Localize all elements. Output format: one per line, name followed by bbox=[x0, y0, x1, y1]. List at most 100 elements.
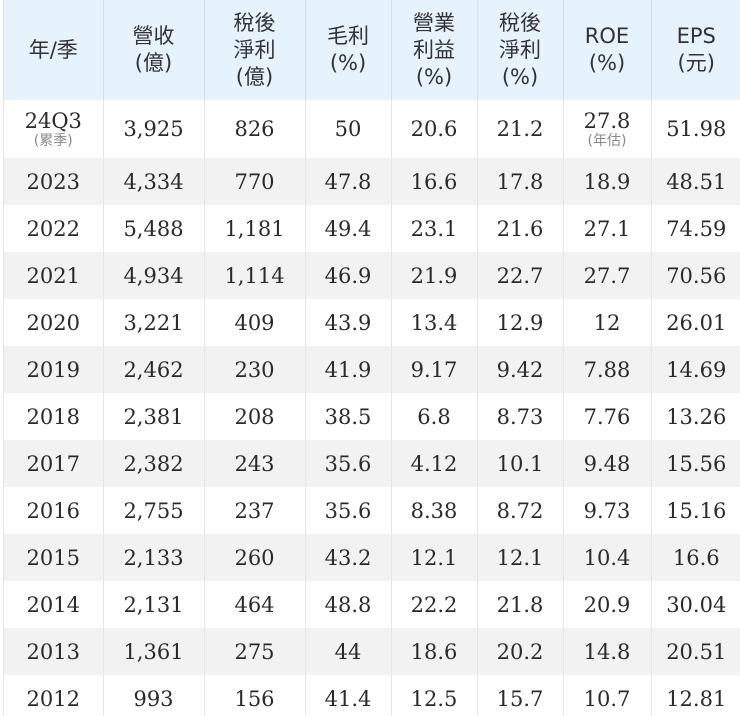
cell-period: 2012 bbox=[4, 675, 104, 716]
financial-table: 年/季 營收 (億) 稅後 淨利 (億) 毛利 (%) 營業 利益 (%) 稅後 淨利 (%) ROE (%)… bbox=[4, 0, 740, 716]
table-row: 2016 2,755 237 35.6 8.38 8.72 9.73 15.16 bbox=[4, 487, 740, 534]
cell-gross-margin: 46.9 bbox=[305, 252, 392, 299]
cell-net-income: 230 bbox=[204, 346, 306, 393]
cell-operating-margin: 23.1 bbox=[391, 205, 478, 252]
cell-roe: 9.73 bbox=[563, 487, 652, 534]
header-line: 年/季 bbox=[28, 37, 78, 62]
table-row: 2020 3,221 409 43.9 13.4 12.9 12 26.01 bbox=[4, 299, 740, 346]
cell-revenue: 2,462 bbox=[103, 346, 205, 393]
cell-net-income: 770 bbox=[204, 158, 306, 205]
table-body: 24Q3 (累季) 3,925 826 50 20.6 21.2 27.8 (年… bbox=[4, 100, 740, 716]
cell-roe: 10.4 bbox=[563, 534, 652, 581]
cell-eps: 16.6 bbox=[651, 534, 740, 581]
cell-revenue: 4,334 bbox=[103, 158, 205, 205]
header-line: 營收 bbox=[132, 24, 175, 48]
header-line: 稅後 bbox=[233, 10, 276, 35]
cell-revenue: 2,382 bbox=[103, 440, 205, 487]
cell-period: 2015 bbox=[4, 534, 104, 581]
cell-net-income: 260 bbox=[204, 534, 306, 581]
header-period: 年/季 bbox=[4, 0, 104, 100]
header-line: (%) bbox=[588, 51, 626, 75]
cell-gross-margin: 44 bbox=[305, 628, 392, 675]
cell-operating-margin: 8.38 bbox=[391, 487, 478, 534]
cell-net-margin: 12.1 bbox=[477, 534, 564, 581]
cell-roe: 27.8 (年估) bbox=[563, 100, 652, 158]
cell-gross-margin: 38.5 bbox=[305, 393, 392, 440]
table-row: 2019 2,462 230 41.9 9.17 9.42 7.88 14.69 bbox=[4, 346, 740, 393]
cell-net-income: 243 bbox=[204, 440, 306, 487]
table-row-24q3: 24Q3 (累季) 3,925 826 50 20.6 21.2 27.8 (年… bbox=[4, 100, 740, 158]
cell-eps: 15.16 bbox=[666, 498, 727, 523]
cell-net-margin: 21.8 bbox=[477, 581, 564, 628]
cell-net-income: 1,114 bbox=[204, 252, 306, 299]
table-row: 2014 2,131 464 48.8 22.2 21.8 20.9 30.04 bbox=[4, 581, 740, 628]
table-row: 2012 993 156 41.4 12.5 15.7 10.7 12.81 bbox=[4, 675, 740, 716]
header-roe: ROE (%) bbox=[563, 0, 652, 100]
header-line: (%) bbox=[329, 51, 367, 75]
cell-period: 2021 bbox=[4, 252, 104, 299]
header-net-income: 稅後 淨利 (億) bbox=[204, 0, 306, 100]
cell-revenue: 1,361 bbox=[103, 628, 205, 675]
period-note: (累季) bbox=[33, 133, 73, 149]
cell-net-margin: 17.8 bbox=[477, 158, 564, 205]
cell-operating-margin: 16.6 bbox=[391, 158, 478, 205]
cell-gross-margin: 50 bbox=[305, 100, 392, 158]
cell-eps: 15.56 bbox=[651, 440, 740, 487]
cell-net-margin: 10.1 bbox=[477, 440, 564, 487]
header-line: 淨利 bbox=[233, 37, 276, 62]
cell-eps: 14.69 bbox=[651, 346, 740, 393]
cell-eps: 30.04 bbox=[666, 592, 727, 617]
cell-revenue: 4,934 bbox=[103, 252, 205, 299]
cell-roe: 12 bbox=[563, 299, 652, 346]
cell-revenue: 2,131 bbox=[103, 581, 205, 628]
cell-roe: 20.9 bbox=[563, 581, 652, 628]
header-line: (%) bbox=[501, 64, 539, 89]
table-row: 2017 2,382 243 35.6 4.12 10.1 9.48 15.56 bbox=[4, 440, 740, 487]
cell-revenue: 2,381 bbox=[103, 393, 205, 440]
cell-net-margin: 9.42 bbox=[477, 346, 564, 393]
cell-period: 2018 bbox=[4, 393, 104, 440]
cell-revenue: 993 bbox=[103, 675, 205, 716]
cell-roe: 7.88 bbox=[563, 346, 652, 393]
cell-revenue: 3,925 bbox=[103, 100, 205, 158]
cell-net-income: 464 bbox=[204, 581, 306, 628]
cell-roe: 14.8 bbox=[563, 628, 652, 675]
header-line: EPS bbox=[676, 24, 716, 48]
cell-eps: 20.51 bbox=[651, 628, 740, 675]
table-row: 2021 4,934 1,114 46.9 21.9 22.7 27.7 70.56 bbox=[4, 252, 740, 299]
cell-net-income: 208 bbox=[204, 393, 306, 440]
cell-operating-margin: 4.12 bbox=[391, 440, 478, 487]
header-revenue: 營收 (億) bbox=[103, 0, 205, 100]
table-row: 2013 1,361 275 44 18.6 20.2 14.8 20.51 bbox=[4, 628, 740, 675]
header-line: (億) bbox=[134, 51, 173, 75]
roe-note: (年估) bbox=[587, 133, 627, 149]
cell-gross-margin: 43.2 bbox=[305, 534, 392, 581]
cell-net-margin: 8.72 bbox=[477, 487, 564, 534]
header-line: 稅後 bbox=[499, 10, 541, 35]
cell-net-income: 275 bbox=[204, 628, 306, 675]
header-gross-margin: 毛利 (%) bbox=[305, 0, 392, 100]
cell-gross-margin: 35.6 bbox=[305, 487, 392, 534]
cell-period: 2016 bbox=[4, 487, 104, 534]
header-line: 毛利 bbox=[327, 24, 369, 48]
cell-roe: 7.76 bbox=[563, 393, 652, 440]
table-header: 年/季 營收 (億) 稅後 淨利 (億) 毛利 (%) 營業 利益 (%) 稅後 淨利 (%) ROE (%)… bbox=[4, 0, 740, 100]
header-row: 年/季 營收 (億) 稅後 淨利 (億) 毛利 (%) 營業 利益 (%) 稅後 淨利 (%) ROE (%)… bbox=[4, 0, 740, 100]
cell-roe: 9.48 bbox=[563, 440, 652, 487]
cell-eps: 13.26 bbox=[666, 404, 727, 429]
cell-revenue: 5,488 bbox=[103, 205, 205, 252]
cell-gross-margin: 41.9 bbox=[305, 346, 392, 393]
cell-operating-margin: 12.1 bbox=[391, 534, 478, 581]
header-line: 利益 bbox=[413, 37, 455, 62]
header-line: 營業 bbox=[413, 10, 455, 35]
cell-operating-margin: 20.6 bbox=[391, 100, 478, 158]
cell-period: 2014 bbox=[4, 581, 104, 628]
cell-net-margin: 12.9 bbox=[477, 299, 564, 346]
cell-eps: 26.01 bbox=[666, 310, 727, 335]
cell-roe: 18.9 bbox=[563, 158, 652, 205]
cell-operating-margin: 13.4 bbox=[391, 299, 478, 346]
header-operating-margin: 營業 利益 (%) bbox=[391, 0, 478, 100]
cell-revenue: 2,133 bbox=[103, 534, 205, 581]
cell-net-margin: 8.73 bbox=[477, 393, 564, 440]
header-line: (億) bbox=[235, 64, 274, 89]
